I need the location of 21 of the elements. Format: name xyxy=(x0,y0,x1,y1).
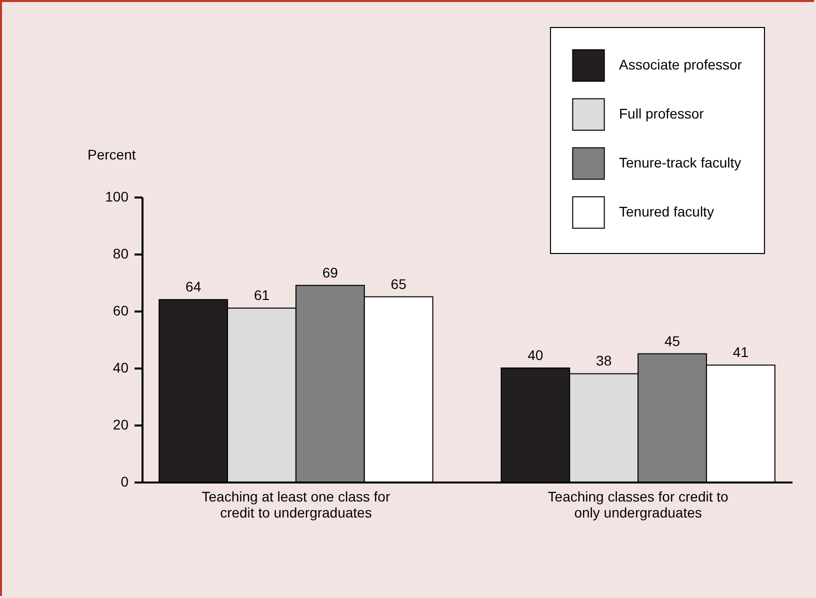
legend-label: Full professor xyxy=(619,106,704,122)
legend-label: Tenured faculty xyxy=(619,204,714,220)
y-tick-label: 40 xyxy=(112,360,129,376)
y-tick-label: 20 xyxy=(112,416,129,432)
data-label: 65 xyxy=(390,276,407,292)
data-label: 64 xyxy=(186,278,202,295)
data-label: 61 xyxy=(254,287,270,304)
data-label: 69 xyxy=(322,264,338,280)
legend-label: Tenure-track faculty xyxy=(619,154,742,170)
legend-label: Associate professor xyxy=(619,56,742,72)
y-tick-label: 60 xyxy=(112,302,129,318)
y-axis-title: Percent xyxy=(88,146,136,162)
data-label: 45 xyxy=(664,332,680,349)
y-tick-label: 100 xyxy=(105,188,129,204)
x-tick-label: Teaching at least one class for credit to undergraduates xyxy=(202,488,390,520)
y-tick-label: 80 xyxy=(112,246,129,262)
data-label: 40 xyxy=(528,347,544,363)
data-label: 41 xyxy=(732,344,749,360)
y-tick-label: 0 xyxy=(120,474,129,490)
data-label: 38 xyxy=(596,352,612,369)
x-tick-label: Teaching classes for credit to only undergraduates xyxy=(548,488,729,520)
